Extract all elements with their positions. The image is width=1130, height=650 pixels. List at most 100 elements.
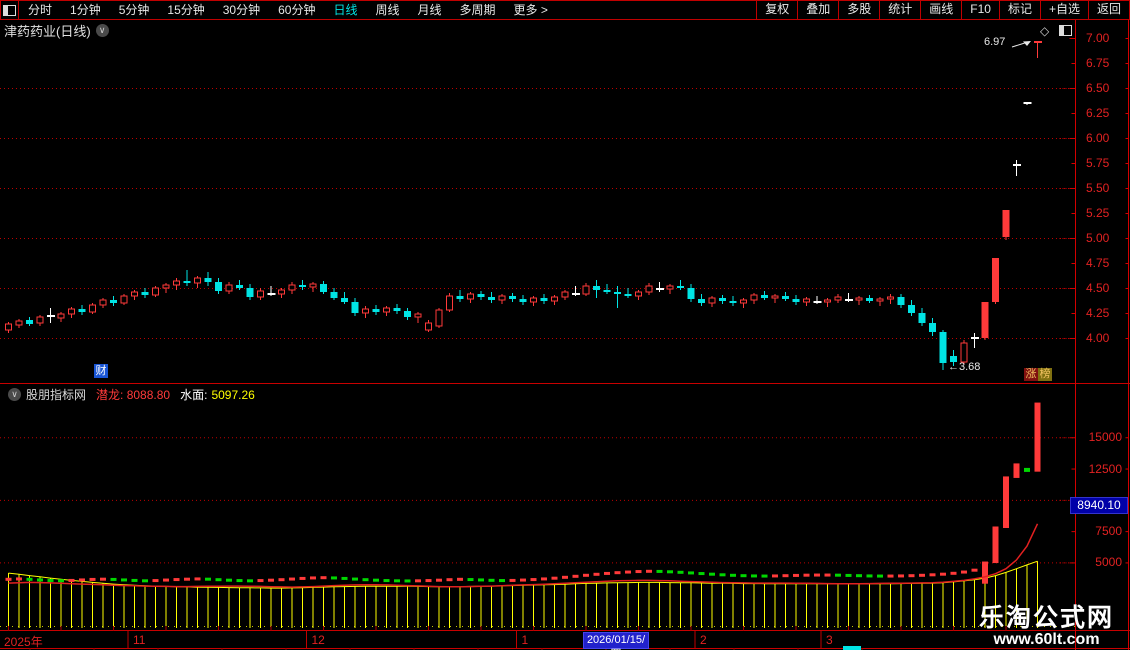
candle-body-down — [477, 294, 485, 297]
dash-segment — [1034, 467, 1041, 471]
rank-badge[interactable]: 涨榜 — [1024, 368, 1052, 381]
candle-body-down — [330, 292, 338, 298]
candle-body-down — [614, 292, 621, 294]
dash-segment — [520, 578, 526, 582]
candle-body-down — [204, 278, 212, 282]
price-axis-label: 6.50 — [1086, 81, 1110, 95]
price-axis-label: 5.25 — [1086, 206, 1110, 220]
menu-item-tool-8[interactable]: 返回 — [1087, 1, 1129, 19]
window-layout-button[interactable] — [1, 1, 19, 19]
dash-segment — [656, 569, 663, 573]
dash-segment — [478, 578, 484, 582]
menu-item-period-8[interactable]: 月线 — [417, 3, 442, 17]
candle-body-down — [603, 290, 611, 292]
candle-body-up — [446, 295, 453, 311]
x-axis-year-label: 2025年 — [4, 635, 43, 649]
menu-item-tool-2[interactable]: 多股 — [838, 1, 879, 19]
candle-body-down — [488, 297, 495, 300]
menu-item-tool-5[interactable]: F10 — [961, 1, 999, 19]
indicator-axis-label: 15000 — [1088, 430, 1122, 445]
dash-segment — [373, 578, 379, 582]
diamond-icon[interactable]: ◇ — [1040, 24, 1050, 38]
menu-item-period-1[interactable]: 1分钟 — [70, 3, 101, 17]
chevron-down-icon[interactable]: ∨ — [95, 24, 109, 37]
financial-report-icon[interactable]: 财 — [94, 364, 108, 378]
menu-item-period-5[interactable]: 60分钟 — [278, 3, 316, 17]
indicator-axis-label: 12500 — [1088, 461, 1122, 476]
candle-body-up — [582, 285, 590, 295]
candle-body-up — [666, 285, 674, 290]
x-axis-month-label: 11 — [133, 633, 146, 647]
menu-item-tool-3[interactable]: 统计 — [879, 1, 920, 19]
candle-body-up — [1002, 210, 1010, 237]
candle-body-up — [309, 283, 317, 288]
stock-title-row[interactable]: 津药药业(日线) ∨ — [4, 21, 109, 40]
menu-item-period-6[interactable]: 日线 — [333, 3, 358, 17]
indicator-axis-label: 5000 — [1095, 555, 1122, 570]
dash-segment — [992, 526, 999, 530]
candle-body-up — [15, 320, 23, 326]
dash-segment — [5, 577, 12, 581]
stock-title: 津药药业(日线) — [4, 24, 91, 39]
candle-body-up — [750, 294, 758, 301]
dash-segment — [625, 570, 631, 574]
candle-body-down — [929, 323, 936, 332]
candle-body-up — [120, 295, 128, 304]
dash-segment — [320, 576, 327, 580]
dash-segment — [814, 573, 820, 577]
dash-segment — [425, 579, 432, 583]
dash-segment — [1003, 476, 1009, 480]
menu-item-period-7[interactable]: 周线 — [375, 3, 400, 17]
dash-segment — [929, 573, 936, 577]
high-price-annotation: 6.97 — [984, 36, 1006, 48]
candle-body-up — [551, 296, 558, 302]
dash-segment — [68, 578, 75, 582]
price-axis-label: 5.75 — [1086, 156, 1110, 170]
menu-item-tool-0[interactable]: 复权 — [756, 1, 797, 19]
dash-segment — [404, 579, 411, 583]
candle-body-up — [68, 308, 75, 315]
dash-segment — [835, 573, 841, 577]
menu-item-tool-6[interactable]: 标记 — [998, 1, 1040, 19]
menu-item-tool-4[interactable]: 画线 — [920, 1, 961, 19]
candle-body-down — [687, 288, 695, 299]
dash-segment — [47, 578, 54, 582]
dash-segment — [719, 573, 726, 577]
menu-item-period-2[interactable]: 5分钟 — [118, 3, 150, 17]
candle-body-up — [561, 291, 569, 298]
price-axis-label: 4.00 — [1086, 331, 1110, 345]
menu-item-tool-7[interactable]: +自选 — [1039, 1, 1088, 19]
candle-body-up — [771, 295, 779, 299]
candle-body-down — [677, 286, 684, 288]
dash-segment — [908, 574, 915, 578]
price-axis-label: 5.50 — [1086, 181, 1110, 195]
dash-segment — [982, 561, 988, 565]
dash-segment — [289, 577, 295, 581]
price-axis-label: 4.75 — [1086, 256, 1110, 270]
menu-item-period-0[interactable]: 分时 — [28, 3, 53, 17]
menu-item-period-3[interactable]: 15分钟 — [167, 3, 205, 17]
candle-body-down — [908, 305, 915, 313]
indicator-axis-label: 7500 — [1095, 524, 1122, 539]
dash-segment — [89, 577, 96, 581]
menu-item-period-9[interactable]: 多周期 — [459, 3, 496, 17]
candle-body-down — [729, 301, 737, 303]
candle-body-up — [467, 293, 474, 300]
candle-body-up — [131, 291, 138, 297]
rank-char-2: 榜 — [1038, 368, 1052, 381]
menu-item-period-4[interactable]: 30分钟 — [222, 3, 261, 17]
dash-segment — [866, 574, 873, 578]
dash-segment — [488, 578, 495, 582]
candle-body-up — [425, 322, 432, 331]
chevron-down-icon[interactable]: ∨ — [8, 388, 21, 401]
menu-item-tool-1[interactable]: 叠加 — [797, 1, 838, 19]
dash-segment — [184, 577, 190, 581]
dash-segment — [971, 568, 978, 572]
candle-body-down — [456, 296, 464, 299]
dash-segment — [1024, 468, 1030, 472]
dash-segment — [16, 577, 22, 581]
pane-split-icon[interactable] — [1059, 25, 1072, 36]
menu-item-period-10[interactable]: 更多 > — [513, 3, 548, 17]
dash-segment — [205, 577, 211, 581]
dash-segment — [215, 578, 222, 582]
